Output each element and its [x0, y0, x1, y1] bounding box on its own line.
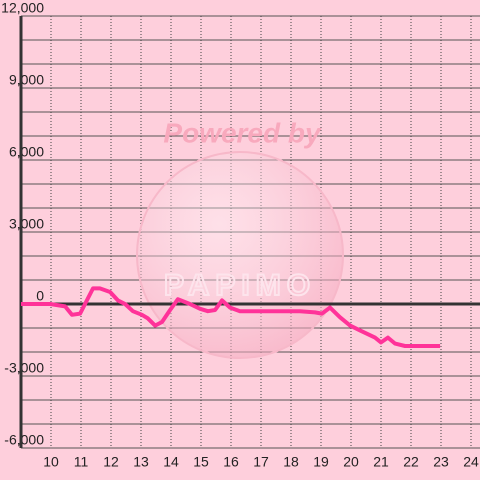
- x-tick-label: 24: [463, 454, 479, 470]
- x-tick-label: 14: [163, 454, 179, 470]
- x-tick-label: 11: [74, 454, 89, 470]
- watermark-text: Powered by: [163, 117, 322, 148]
- x-tick-label: 16: [223, 454, 239, 470]
- y-tick-label: 0: [36, 288, 44, 304]
- x-tick-label: 17: [253, 454, 269, 470]
- x-tick-label: 22: [403, 454, 419, 470]
- x-tick-label: 15: [193, 454, 209, 470]
- y-tick-label: 12,000: [1, 0, 44, 16]
- y-tick-label: 3,000: [9, 216, 44, 232]
- x-tick-label: 10: [43, 454, 59, 470]
- x-tick-label: 12: [103, 454, 119, 470]
- watermark-ball: [136, 151, 344, 359]
- x-tick-label: 23: [433, 454, 449, 470]
- y-tick-label: 6,000: [9, 144, 44, 160]
- plot: -6,000 -3,000 0 3,000 6,000 9,000 12,000 10 11 12…: [1, 0, 480, 470]
- y-tick-label: -6,000: [4, 432, 44, 448]
- x-tick-label: 18: [283, 454, 299, 470]
- series-line: [21, 286, 441, 348]
- x-tick-label: 19: [313, 454, 329, 470]
- y-tick-label: 9,000: [9, 72, 44, 88]
- x-tick-label: 21: [373, 454, 389, 470]
- x-tick-label: 13: [133, 454, 149, 470]
- watermark-logo: PAPIMO: [164, 269, 316, 302]
- x-tick-label: 20: [343, 454, 359, 470]
- y-tick-label: -3,000: [4, 360, 44, 376]
